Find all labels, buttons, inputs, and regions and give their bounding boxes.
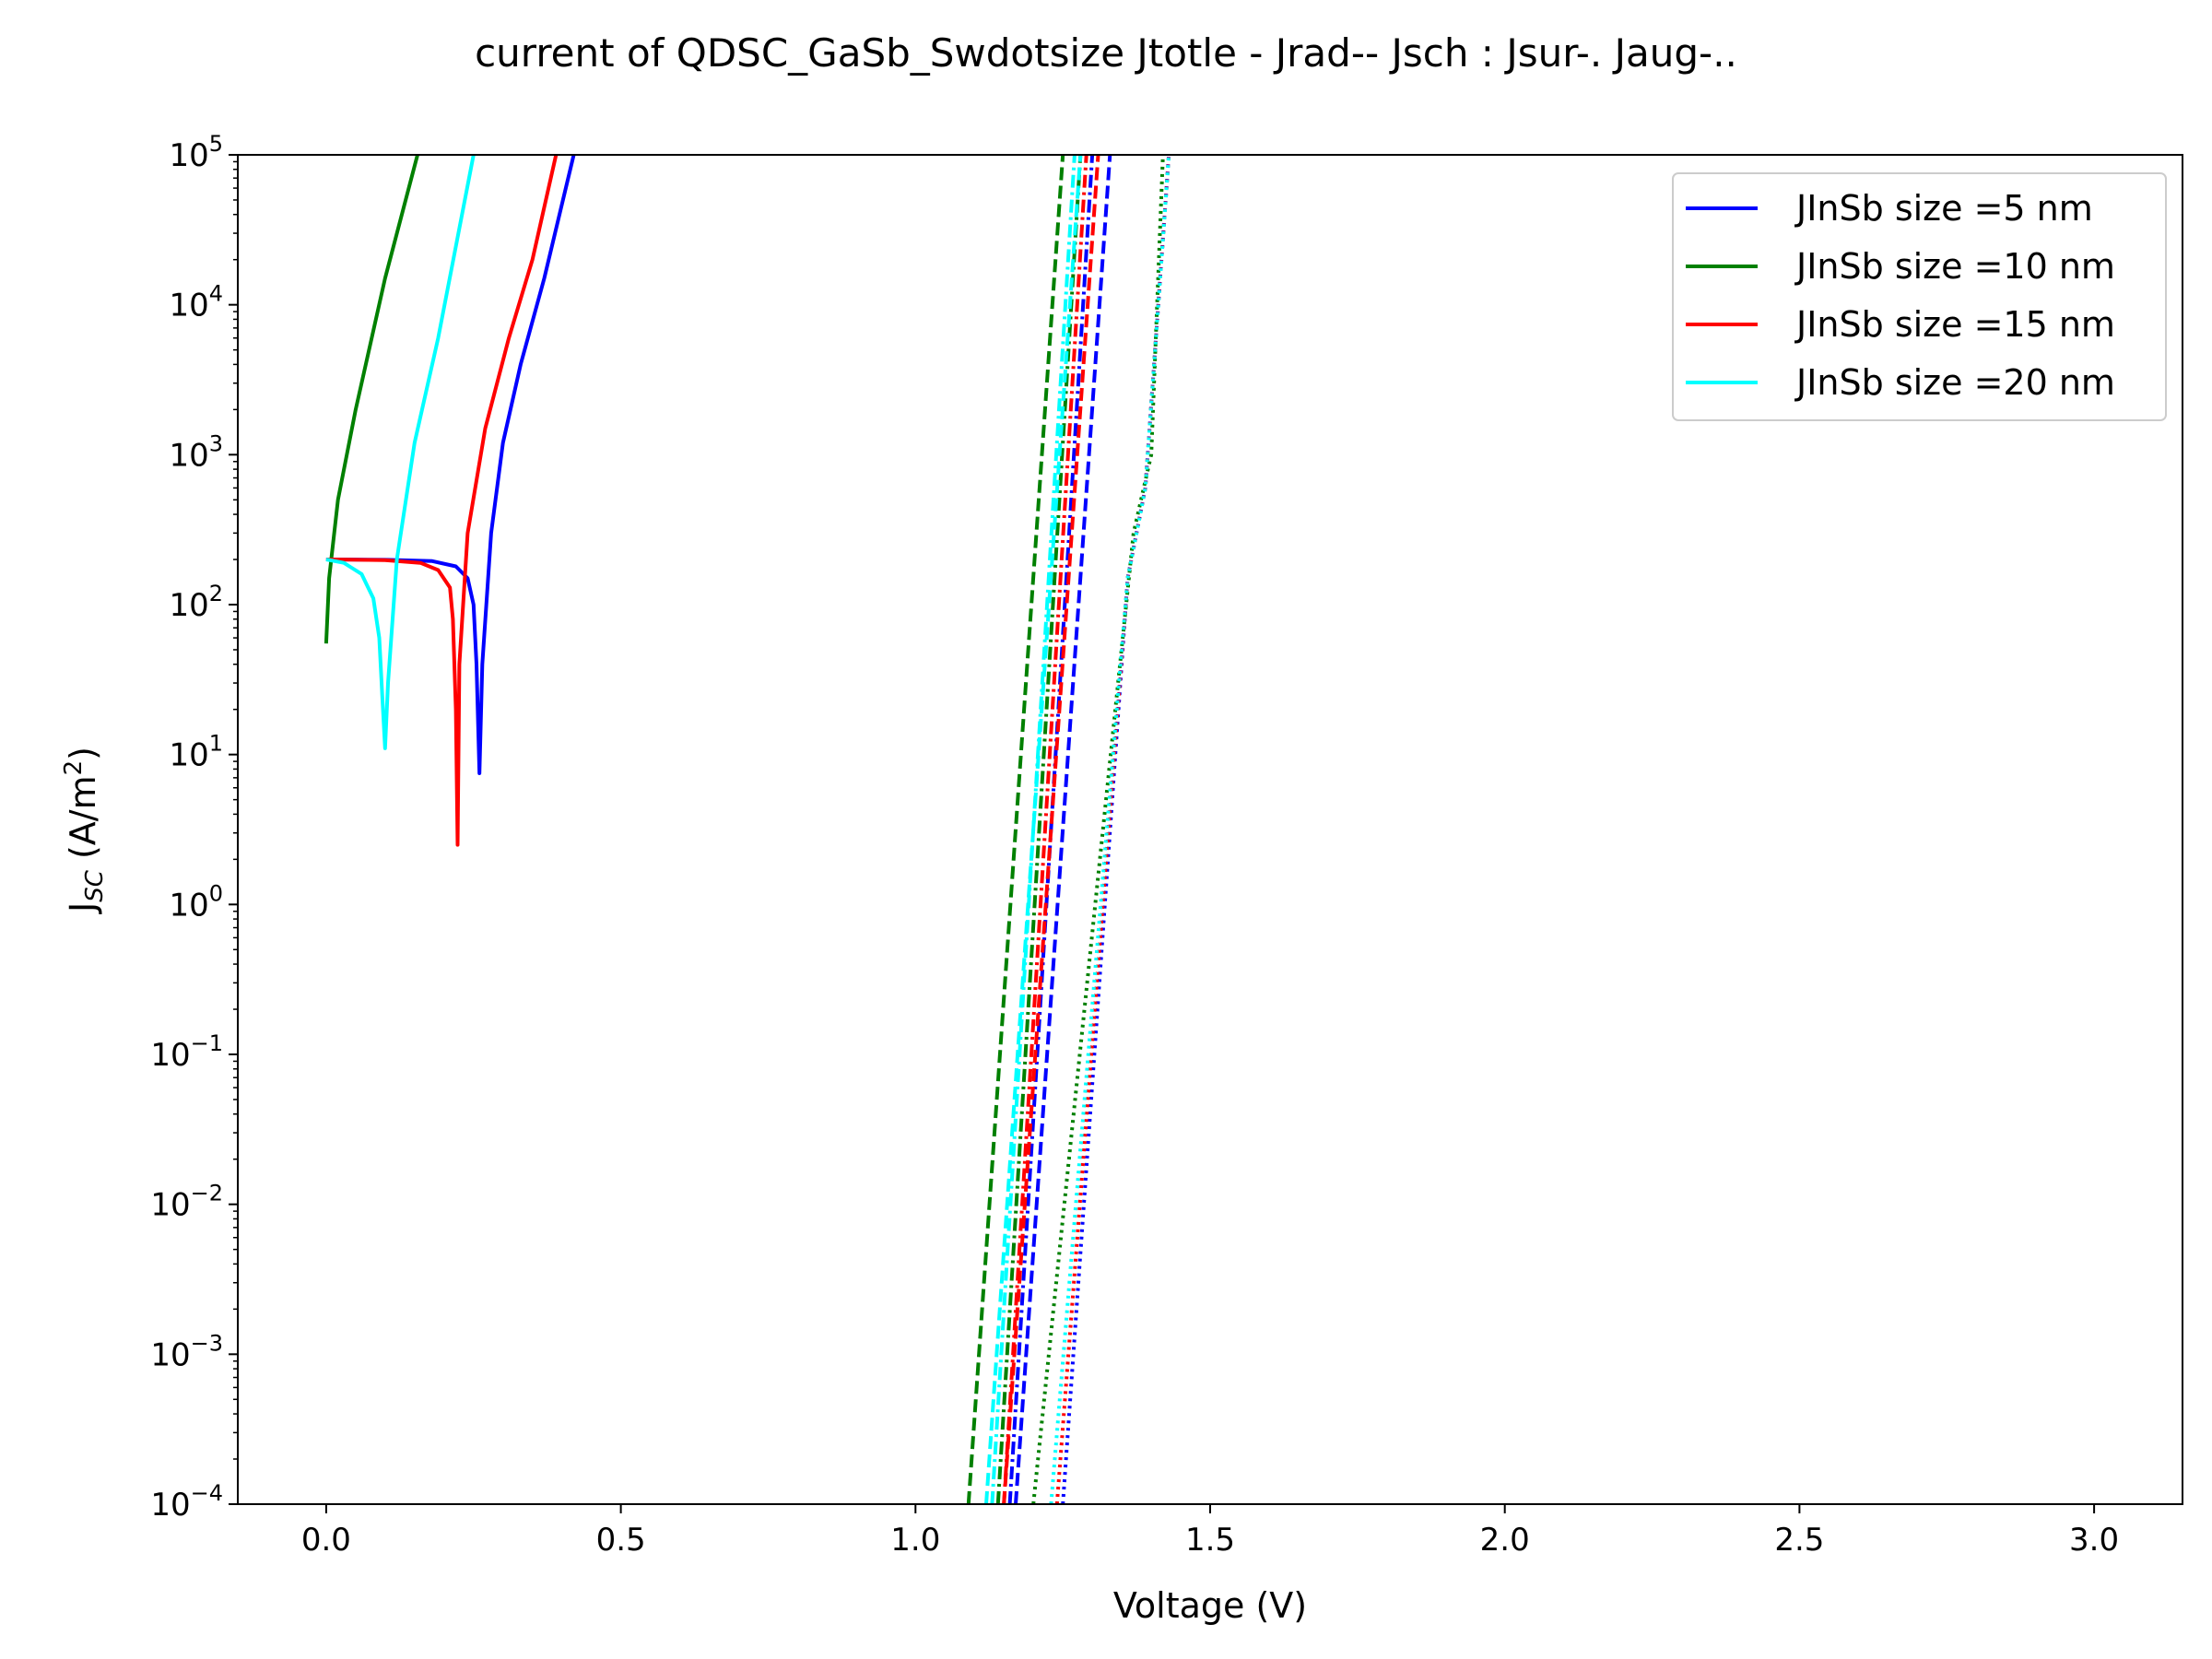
x-axis: 0.0 0.5 1.0 1.5 2.0 2.5 3.0: [301, 1504, 2119, 1559]
y-tick-label: 100: [169, 880, 223, 924]
series-line-14: [990, 155, 1077, 1504]
y-tick-label: 10−2: [150, 1181, 223, 1224]
series-line-12: [325, 155, 476, 750]
y-axis-label-unit-sup: 2: [60, 760, 88, 776]
x-tick-label: 2.5: [1774, 1522, 1824, 1559]
legend-box: [1672, 172, 2167, 421]
series-line-10: [1002, 155, 1088, 1504]
y-axis: 10−4 10−3 10−2 10−1 100 101 102 103 104 105: [150, 131, 238, 1524]
y-axis-label-unit: (A/m: [63, 775, 103, 870]
x-axis-label: Voltage (V): [1113, 1585, 1307, 1626]
series-line-9: [1002, 155, 1100, 1504]
y-axis-label-main: J: [63, 902, 103, 914]
x-tick-label: 1.5: [1185, 1522, 1235, 1559]
series-line-0: [325, 155, 576, 775]
x-tick-label: 1.0: [890, 1522, 940, 1559]
series-layer: [324, 155, 1171, 1504]
x-tick-label: 3.0: [2069, 1522, 2119, 1559]
series-line-8: [325, 155, 559, 847]
y-tick-label: 10−3: [150, 1330, 223, 1373]
series-line-15: [1049, 155, 1171, 1504]
series-line-7: [1031, 155, 1165, 1504]
chart-title: current of QDSC_GaSb_Swdotsize Jtotle - …: [475, 30, 1737, 76]
y-axis-label-sub: SC: [81, 869, 109, 902]
legend: JInSb size =5 nm JInSb size =10 nm JInSb s…: [1672, 172, 2167, 421]
legend-label: JInSb size =20 nm: [1794, 362, 2115, 403]
x-tick-label: 2.0: [1480, 1522, 1530, 1559]
y-tick-label: 10−4: [150, 1480, 223, 1524]
y-tick-label: 102: [169, 581, 223, 624]
series-line-5: [966, 155, 1065, 1504]
y-tick-label: 101: [169, 731, 223, 774]
legend-label: JInSb size =5 nm: [1794, 188, 2093, 229]
y-tick-label: 103: [169, 430, 223, 474]
series-line-6: [995, 155, 1083, 1504]
legend-label: JInSb size =15 nm: [1794, 304, 2115, 345]
series-line-4: [324, 155, 419, 644]
x-tick-label: 0.5: [596, 1522, 646, 1559]
y-tick-label: 10−1: [150, 1030, 223, 1074]
y-axis-label: JSC (A/m2): [60, 747, 109, 914]
x-tick-label: 0.0: [301, 1522, 351, 1559]
legend-label: JInSb size =10 nm: [1794, 246, 2115, 287]
series-line-1: [1014, 155, 1112, 1504]
y-tick-label: 105: [169, 131, 223, 174]
y-axis-label-unit-close: ): [63, 747, 103, 760]
y-tick-label: 104: [169, 281, 223, 324]
